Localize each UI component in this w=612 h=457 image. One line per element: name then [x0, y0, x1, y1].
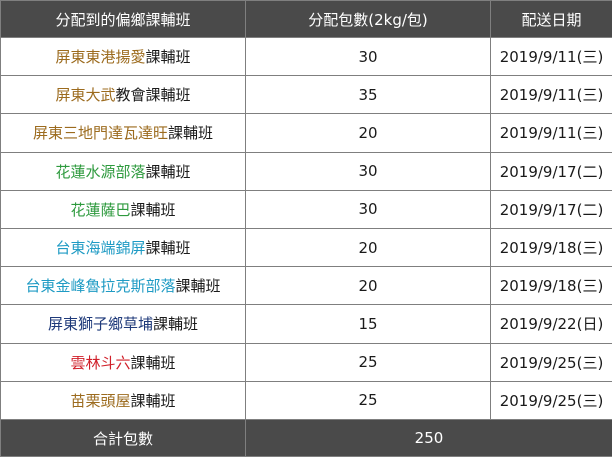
table-row: 苗栗頭屋課輔班 25 2019/9/25(三): [0, 380, 612, 421]
class-location-name: 台東金峰魯拉克斯部落: [25, 277, 176, 296]
header-pack-count: 分配包數(2kg/包): [245, 0, 491, 38]
delivery-date-cell: 2019/9/17(二): [490, 151, 612, 191]
class-name-cell: 花蓮水源部落課輔班: [0, 151, 246, 191]
class-type-suffix: 課輔班: [130, 391, 176, 410]
pack-count-cell: 30: [245, 151, 491, 191]
class-name-cell: 屏東獅子鄉草埔課輔班: [0, 304, 246, 344]
table-body: 屏東東港揚愛課輔班 30 2019/9/11(三) 屏東大武教會課輔班 35 2019/9…: [0, 36, 612, 421]
class-location-name: 雲林斗六: [70, 353, 131, 372]
class-location-name: 台東海端錦屏: [55, 239, 146, 258]
pack-count-cell: 15: [245, 304, 491, 344]
class-type-suffix: 課輔班: [175, 277, 221, 296]
table-row: 屏東東港揚愛課輔班 30 2019/9/11(三): [0, 36, 612, 77]
delivery-date-cell: 2019/9/17(二): [490, 189, 612, 229]
table-row: 台東金峰魯拉克斯部落課輔班 20 2019/9/18(三): [0, 266, 612, 306]
class-name-cell: 花蓮薩巴課輔班: [0, 189, 246, 229]
table-row: 花蓮水源部落課輔班 30 2019/9/17(二): [0, 151, 612, 191]
table-row: 屏東大武教會課輔班 35 2019/9/11(三): [0, 75, 612, 115]
table-row: 花蓮薩巴課輔班 30 2019/9/17(二): [0, 189, 612, 229]
delivery-date-cell: 2019/9/22(日): [490, 304, 612, 344]
class-type-suffix: 課輔班: [145, 48, 191, 67]
pack-count-cell: 20: [245, 227, 491, 268]
class-name-cell: 台東金峰魯拉克斯部落課輔班: [0, 266, 246, 306]
delivery-date-cell: 2019/9/11(三): [490, 36, 612, 77]
pack-count-cell: 35: [245, 75, 491, 115]
class-name-cell: 屏東大武教會課輔班: [0, 75, 246, 115]
class-type-suffix: 課輔班: [130, 353, 176, 372]
pack-count-cell: 20: [245, 113, 491, 153]
table-row: 屏東三地門達瓦達旺課輔班 20 2019/9/11(三): [0, 113, 612, 153]
delivery-date-cell: 2019/9/25(三): [490, 342, 612, 382]
class-name-cell: 台東海端錦屏課輔班: [0, 227, 246, 268]
class-type-suffix: 課輔班: [145, 239, 191, 258]
class-location-name: 花蓮水源部落: [55, 162, 146, 181]
class-type-suffix: 課輔班: [145, 162, 191, 181]
class-name-cell: 苗栗頭屋課輔班: [0, 380, 246, 421]
pack-count-cell: 20: [245, 266, 491, 306]
table-row: 台東海端錦屏課輔班 20 2019/9/18(三): [0, 227, 612, 268]
class-name-cell: 雲林斗六課輔班: [0, 342, 246, 382]
class-name-cell: 屏東三地門達瓦達旺課輔班: [0, 113, 246, 153]
header-row: 分配到的偏鄉課輔班 分配包數(2kg/包) 配送日期: [0, 0, 612, 38]
class-type-suffix: 課輔班: [130, 200, 176, 219]
table-row: 屏東獅子鄉草埔課輔班 15 2019/9/22(日): [0, 304, 612, 344]
delivery-date-cell: 2019/9/11(三): [490, 113, 612, 153]
total-row: 合計包數 250: [0, 419, 612, 457]
delivery-date-cell: 2019/9/18(三): [490, 266, 612, 306]
delivery-date-cell: 2019/9/25(三): [490, 380, 612, 421]
total-label: 合計包數: [0, 419, 246, 457]
class-location-name: 屏東三地門達瓦達旺: [32, 124, 168, 143]
pack-count-cell: 25: [245, 342, 491, 382]
table-footer: 合計包數 250: [0, 419, 612, 457]
total-value: 250: [245, 419, 612, 457]
pack-count-cell: 30: [245, 36, 491, 77]
pack-count-cell: 25: [245, 380, 491, 421]
table-header: 分配到的偏鄉課輔班 分配包數(2kg/包) 配送日期: [0, 0, 612, 38]
header-delivery-date: 配送日期: [490, 0, 612, 38]
header-class-name: 分配到的偏鄉課輔班: [0, 0, 246, 38]
class-location-name: 屏東東港揚愛: [55, 48, 146, 67]
delivery-date-cell: 2019/9/18(三): [490, 227, 612, 268]
class-type-suffix: 課輔班: [153, 315, 199, 334]
delivery-date-cell: 2019/9/11(三): [490, 75, 612, 115]
class-location-name: 花蓮薩巴: [70, 200, 131, 219]
pack-count-cell: 30: [245, 189, 491, 229]
class-name-cell: 屏東東港揚愛課輔班: [0, 36, 246, 77]
class-type-suffix: 教會課輔班: [115, 86, 191, 105]
table-row: 雲林斗六課輔班 25 2019/9/25(三): [0, 342, 612, 382]
class-location-name: 屏東大武: [55, 86, 116, 105]
class-type-suffix: 課輔班: [168, 124, 214, 143]
class-location-name: 苗栗頭屋: [70, 391, 131, 410]
class-location-name: 屏東獅子鄉草埔: [47, 315, 153, 334]
